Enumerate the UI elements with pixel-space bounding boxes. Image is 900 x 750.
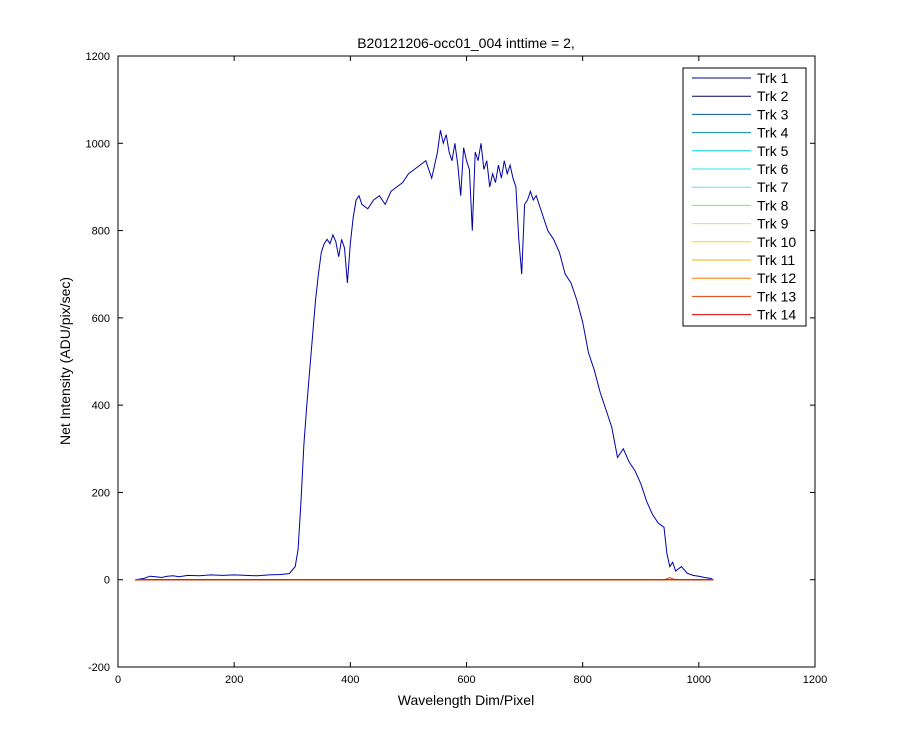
- legend-label-trk-4: Trk 4: [757, 125, 789, 141]
- legend-label-trk-8: Trk 8: [757, 197, 789, 213]
- y-tick-label: 400: [92, 400, 110, 412]
- y-tick-label: 800: [92, 226, 110, 238]
- legend: Trk 1 Trk 2 Trk 3 Trk 4 Trk 5 Trk 6 Trk 7 Trk 8…: [682, 67, 807, 327]
- x-tick-label: 1000: [687, 674, 711, 686]
- legend-label-trk-10: Trk 10: [757, 234, 796, 250]
- legend-label-trk-11: Trk 11: [757, 252, 795, 268]
- series-line-trk-1: [135, 130, 714, 581]
- x-tick-label: 600: [457, 674, 475, 686]
- legend-label-trk-3: Trk 3: [757, 106, 789, 122]
- x-tick-label: 200: [225, 674, 243, 686]
- legend-label-trk-5: Trk 5: [757, 143, 789, 159]
- x-tick-label: 1200: [803, 674, 827, 686]
- chart-title: B20121206-occ01_004 inttime = 2,: [357, 35, 575, 51]
- legend-label-trk-9: Trk 9: [757, 216, 789, 232]
- y-tick-label: 200: [92, 487, 110, 499]
- axis-ticks: 0 200 400 600 800 1000 1200 -200 0 200 400 600 800 10…: [86, 51, 828, 686]
- y-tick-label: 600: [92, 313, 110, 325]
- legend-label-trk-2: Trk 2: [757, 88, 789, 104]
- x-tick-label: 800: [573, 674, 591, 686]
- legend-label-trk-12: Trk 12: [757, 270, 796, 286]
- series-lines: [135, 130, 714, 581]
- y-tick-label: 1000: [86, 138, 110, 150]
- legend-box: [682, 67, 807, 327]
- legend-label-trk-6: Trk 6: [757, 161, 789, 177]
- legend-label-trk-13: Trk 13: [757, 288, 796, 304]
- legend-label-trk-1: Trk 1: [757, 70, 789, 86]
- legend-label-trk-14: Trk 14: [757, 307, 796, 323]
- x-tick-label: 400: [341, 674, 359, 686]
- y-tick-label: 0: [104, 575, 110, 587]
- legend-label-trk-7: Trk 7: [757, 179, 789, 195]
- y-tick-label: 1200: [86, 51, 110, 63]
- y-axis-label: Net Intensity (ADU/pix/sec): [57, 277, 73, 445]
- x-tick-label: 0: [115, 674, 121, 686]
- x-axis-label: Wavelength Dim/Pixel: [398, 692, 534, 708]
- y-tick-label: -200: [88, 662, 110, 674]
